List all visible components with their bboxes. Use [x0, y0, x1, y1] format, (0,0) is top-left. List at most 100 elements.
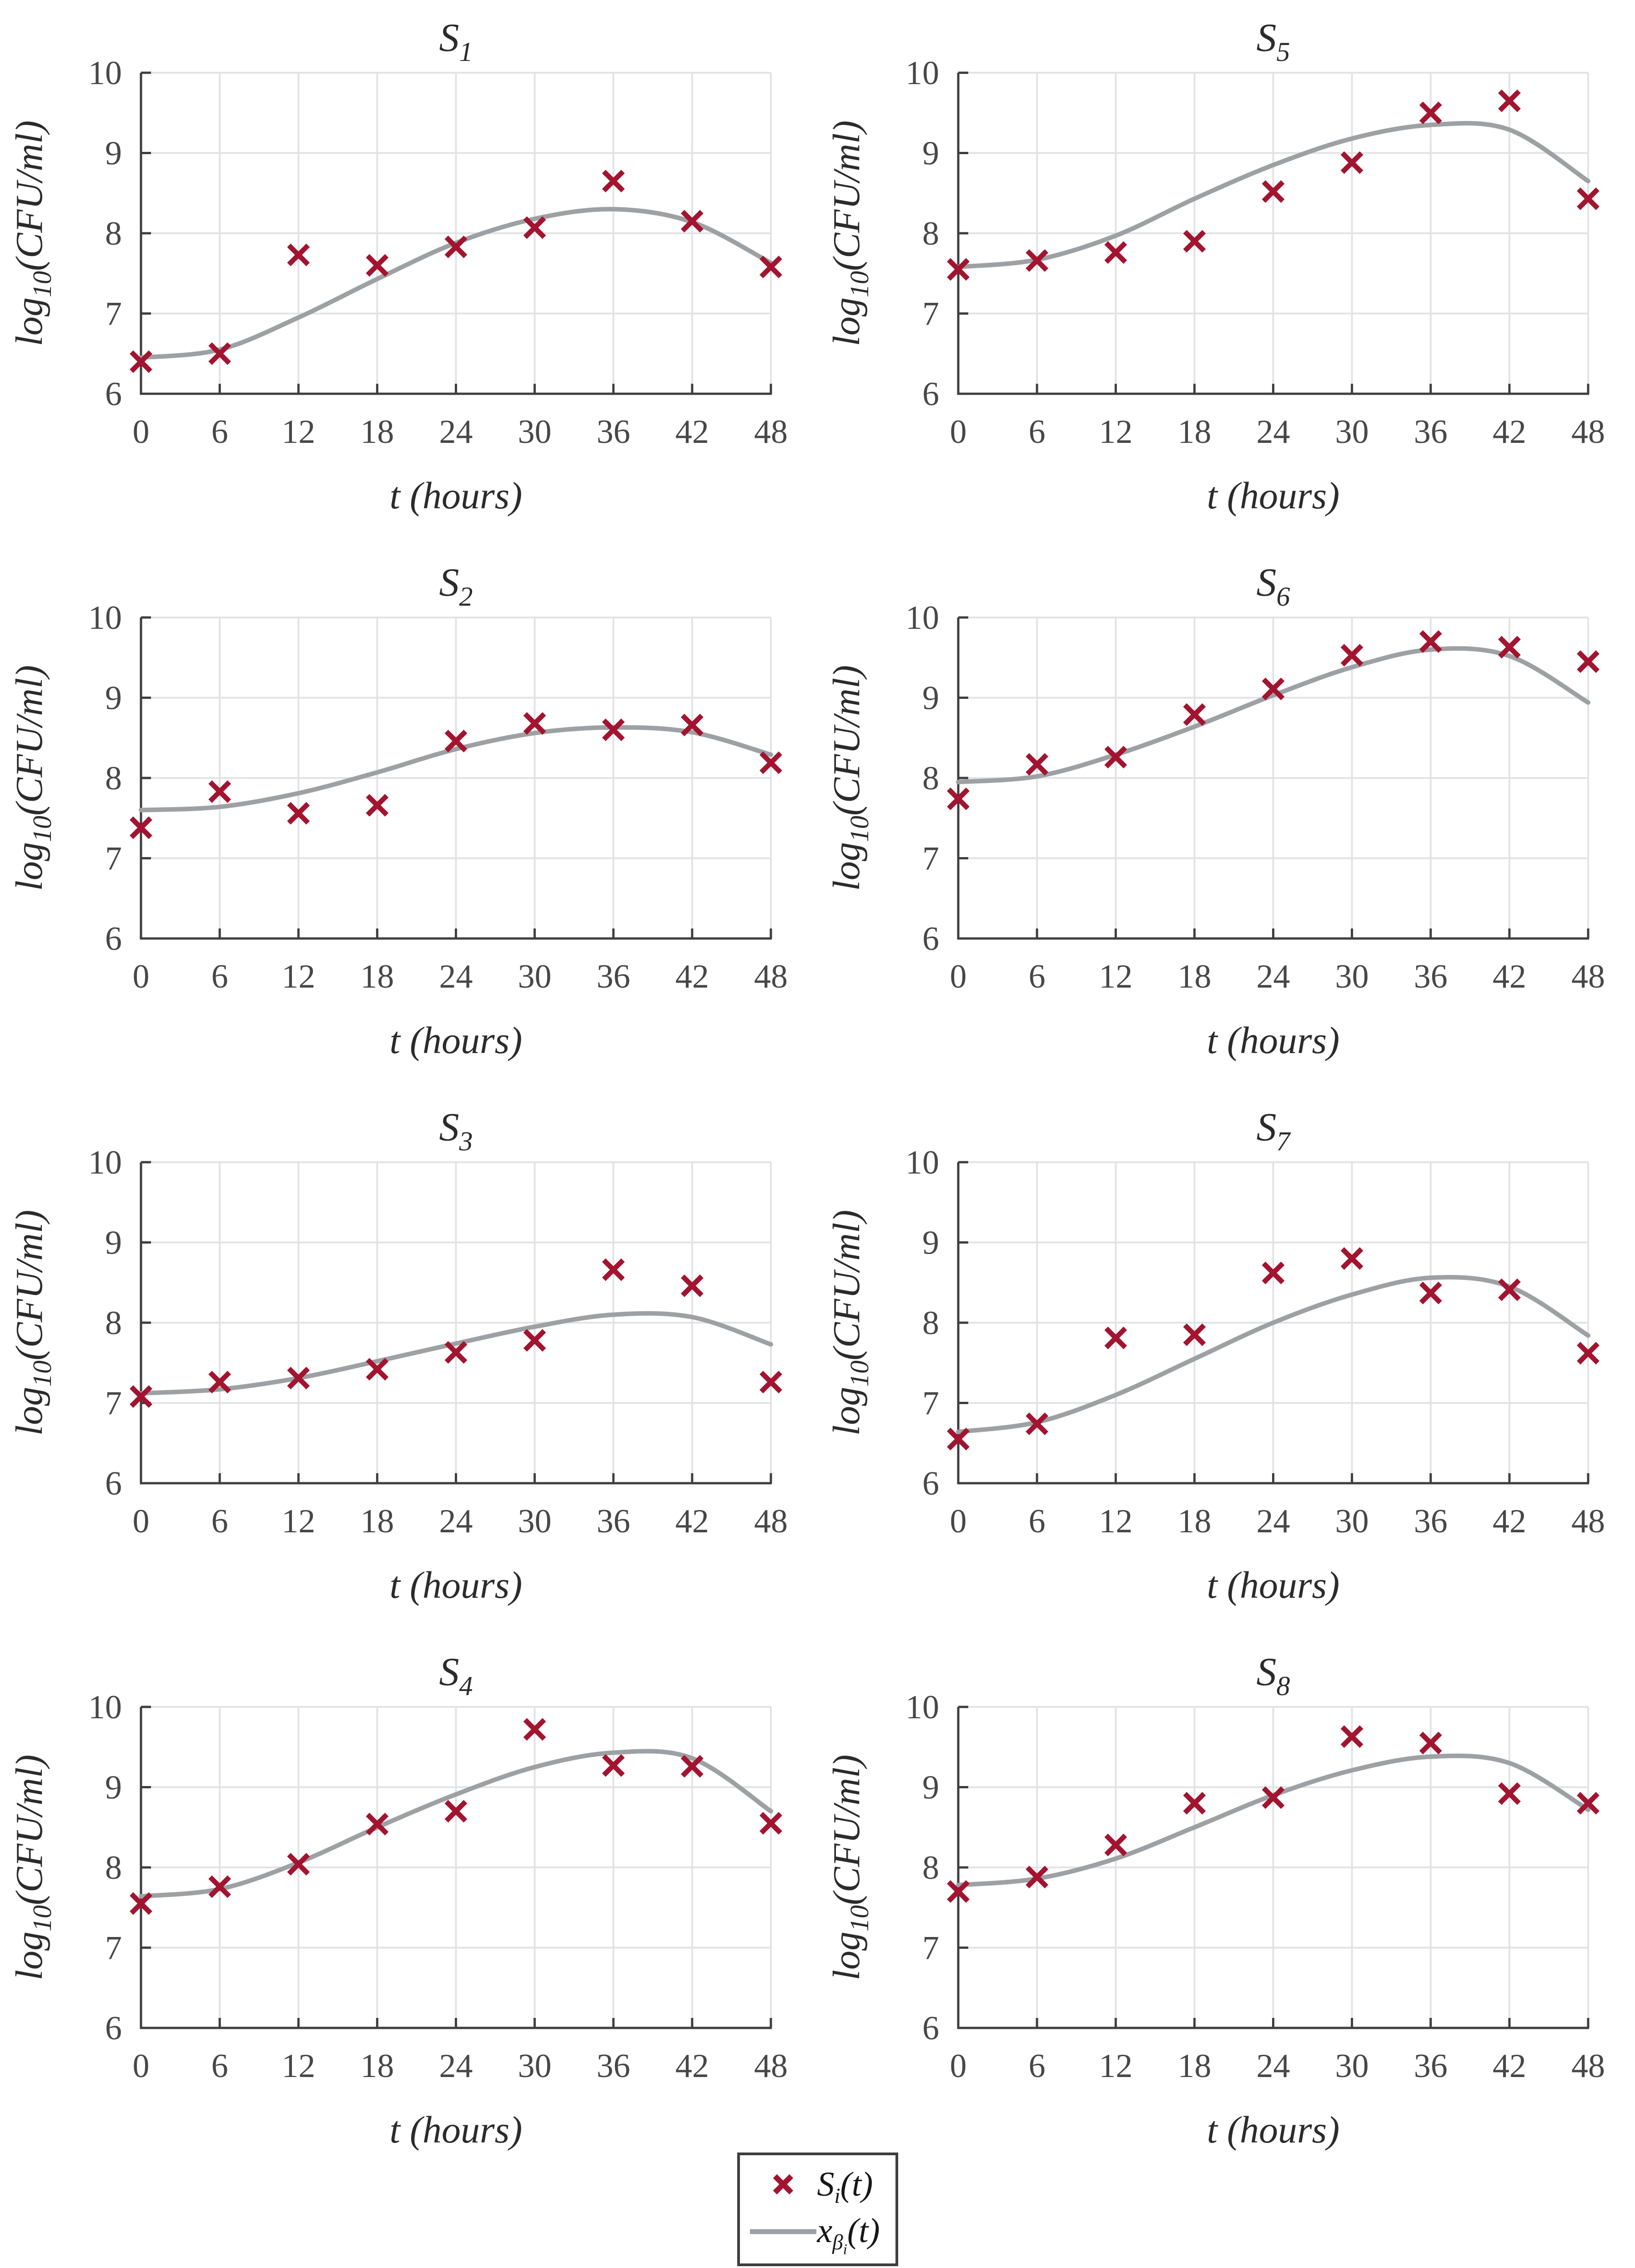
- x-tick-label: 18: [1177, 958, 1211, 995]
- data-point-marker: [287, 1366, 310, 1390]
- x-tick-label: 6: [1029, 2047, 1046, 2085]
- x-tick-label: 30: [518, 2047, 552, 2085]
- subplot-cell-s8: 0 6 12 18 24 30 36 42 48 6 7 8 9 10 S8 t (hours) log10(C…: [817, 1640, 1635, 2184]
- fit-curve: [956, 1274, 1590, 1435]
- grid-lines: [958, 72, 1589, 394]
- x-tick-label: 18: [360, 958, 394, 995]
- x-tick-label: 0: [950, 2047, 967, 2085]
- x-tick-label: 42: [1493, 2047, 1526, 2085]
- x-tick-label: 12: [1099, 413, 1132, 451]
- x-tick-label: 36: [597, 413, 630, 451]
- x-tick-label: 30: [518, 1503, 552, 1540]
- legend-entry-fit: xβi(t): [749, 2209, 880, 2257]
- legend-x-marker-icon: [749, 2173, 817, 2196]
- data-point-marker: [1026, 1866, 1049, 1889]
- x-tick-label: 48: [754, 413, 788, 451]
- x-tick-label: 0: [950, 413, 967, 451]
- data-point-marker: [680, 713, 704, 737]
- y-tick-label: 7: [105, 296, 122, 333]
- x-tick-label: 12: [1099, 958, 1132, 995]
- data-point-marker: [760, 751, 782, 774]
- data-point-marker: [947, 788, 970, 810]
- legend-label-data: Si(t): [817, 2165, 873, 2208]
- grid-lines: [141, 72, 772, 394]
- x-tick-label: 24: [1257, 413, 1290, 451]
- x-tick-label: 18: [360, 413, 394, 451]
- x-tick-label: 18: [360, 2047, 394, 2085]
- x-tick-label: 18: [360, 1503, 394, 1540]
- data-point-marker: [444, 236, 468, 258]
- x-tick-label: 42: [1493, 958, 1526, 995]
- x-tick-label: 6: [1029, 958, 1046, 995]
- fit-curve: [139, 206, 773, 360]
- data-point-marker: [680, 1274, 704, 1297]
- data-point-marker: [1104, 1833, 1127, 1857]
- x-tick-label: 24: [439, 958, 473, 995]
- data-point-marker: [1104, 241, 1127, 264]
- data-point-marker: [1498, 1782, 1521, 1805]
- subplot-cell-s3: 0 6 12 18 24 30 36 42 48 6 7 8 9 10 S3 t (hours) log10(C…: [0, 1095, 817, 1640]
- x-axis-label: t (hours): [390, 2109, 523, 2151]
- data-point-marker: [760, 1812, 782, 1835]
- subplot-title: S1: [439, 16, 473, 67]
- data-point-marker: [287, 802, 310, 825]
- x-tick-label: 36: [1414, 413, 1448, 451]
- subplot-cell-s4: 0 6 12 18 24 30 36 42 48 6 7 8 9 10 S4 t (hours) log10(C…: [0, 1640, 817, 2184]
- x-tick-label: 6: [211, 958, 228, 995]
- data-point-marker: [1577, 1791, 1600, 1815]
- y-axis-label: log10(CFU/ml): [8, 1755, 57, 1981]
- x-tick-label: 12: [282, 958, 315, 995]
- fit-curve: [139, 1749, 773, 1899]
- y-tick-label: 7: [105, 840, 122, 878]
- subplot-title: S3: [439, 1105, 473, 1156]
- data-point-marker: [1498, 89, 1521, 112]
- x-tick-label: 18: [1177, 1503, 1211, 1540]
- data-point-marker: [1577, 187, 1600, 210]
- x-tick-label: 48: [754, 2047, 788, 2085]
- x-tick-label: 36: [597, 2047, 630, 2085]
- data-point-marker: [523, 1329, 546, 1352]
- y-tick-label: 10: [906, 599, 939, 637]
- data-point-marker: [602, 718, 625, 741]
- data-point-marker: [680, 210, 704, 233]
- data-point-marker: [1577, 1342, 1600, 1365]
- axes: [140, 1706, 772, 2029]
- data-markers: [130, 1258, 782, 1408]
- y-tick-label: 10: [88, 55, 122, 92]
- axes: [140, 71, 772, 395]
- data-point-marker: [208, 1370, 231, 1394]
- data-point-marker: [366, 794, 389, 817]
- x-tick-label: 36: [1414, 958, 1448, 995]
- data-point-marker: [130, 816, 152, 839]
- x-tick-label: 6: [1029, 413, 1046, 451]
- data-point-marker: [366, 1358, 389, 1381]
- subplot-cell-s2: 0 6 12 18 24 30 36 42 48 6 7 8 9 10 S2 t (hours) log10(C…: [0, 550, 817, 1095]
- x-axis-label: t (hours): [1207, 475, 1340, 517]
- data-point-marker: [1262, 1261, 1285, 1285]
- fit-curve: [139, 725, 773, 813]
- y-tick-label: 8: [922, 1849, 939, 1887]
- legend: Si(t) xβi(t): [737, 2153, 898, 2266]
- y-tick-label: 7: [105, 1385, 122, 1422]
- y-tick-label: 6: [105, 1465, 122, 1502]
- x-tick-label: 24: [1257, 958, 1290, 995]
- y-tick-label: 9: [922, 680, 939, 717]
- x-tick-label: 24: [1257, 1503, 1290, 1540]
- data-point-marker: [208, 780, 231, 803]
- x-tick-label: 36: [1414, 2047, 1448, 2085]
- x-tick-label: 24: [1257, 2047, 1290, 2085]
- x-tick-label: 48: [1571, 2047, 1605, 2085]
- x-tick-label: 30: [518, 413, 552, 451]
- data-point-marker: [130, 1385, 152, 1408]
- y-axis-label: log10(CFU/ml): [8, 1210, 57, 1436]
- subplot-cell-s7: 0 6 12 18 24 30 36 42 48 6 7 8 9 10 S7 t (hours) log10(C…: [817, 1095, 1635, 1640]
- data-point-marker: [1026, 753, 1049, 776]
- x-tick-label: 24: [439, 413, 473, 451]
